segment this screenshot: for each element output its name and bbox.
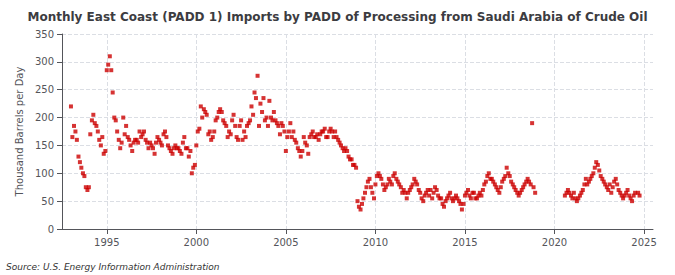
- svg-text:300: 300: [35, 56, 54, 67]
- svg-text:Monthly East Coast (PADD 1) Im: Monthly East Coast (PADD 1) Imports by P…: [27, 10, 647, 24]
- svg-text:Source: U.S. Energy Informatio: Source: U.S. Energy Information Administ…: [6, 262, 220, 272]
- svg-text:2015: 2015: [452, 237, 477, 248]
- svg-text:Thousand Barrels per Day: Thousand Barrels per Day: [14, 67, 25, 198]
- svg-text:1995: 1995: [94, 237, 119, 248]
- svg-text:0: 0: [48, 224, 54, 235]
- svg-text:2010: 2010: [363, 237, 388, 248]
- svg-text:100: 100: [35, 168, 54, 179]
- svg-text:50: 50: [41, 196, 54, 207]
- svg-text:150: 150: [35, 140, 54, 151]
- svg-text:200: 200: [35, 112, 54, 123]
- svg-text:2025: 2025: [631, 237, 656, 248]
- svg-text:2020: 2020: [542, 237, 567, 248]
- svg-text:2005: 2005: [273, 237, 298, 248]
- svg-text:250: 250: [35, 84, 54, 95]
- svg-text:2000: 2000: [184, 237, 209, 248]
- svg-text:350: 350: [35, 29, 54, 40]
